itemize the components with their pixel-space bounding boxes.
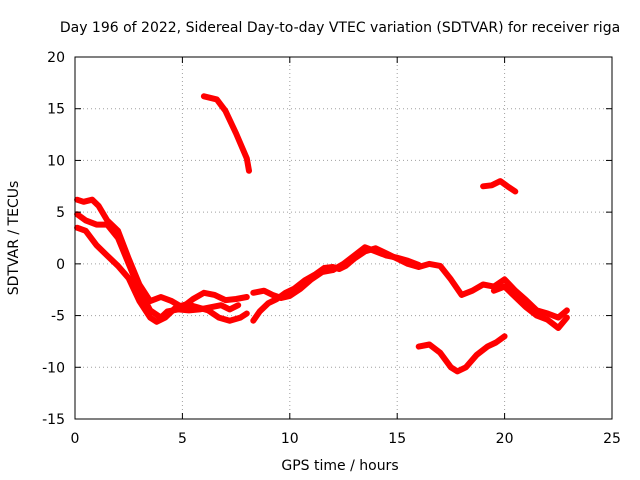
series-line-arc-2 [74, 196, 250, 311]
y-tick-label: 15 [47, 102, 65, 118]
y-tick-label: -5 [51, 309, 65, 325]
x-axis-label: GPS time / hours [281, 458, 398, 474]
y-tick-label: 10 [47, 153, 65, 169]
x-tick-label: 10 [281, 431, 299, 447]
series-line-arc-9 [415, 333, 508, 375]
x-tick-label: 20 [496, 431, 514, 447]
y-tick-label: 5 [56, 205, 65, 221]
x-tick-label: 25 [603, 431, 621, 447]
series-line-arc-8 [480, 178, 519, 195]
y-tick-label: 0 [56, 257, 65, 273]
chart-title: Day 196 of 2022, Sidereal Day-to-day VTE… [60, 20, 620, 36]
y-tick-label: -15 [42, 412, 65, 428]
series-layer [74, 93, 570, 375]
y-tick-label: -10 [42, 360, 65, 376]
x-tick-label: 15 [388, 431, 406, 447]
series-line-arc-7 [490, 283, 570, 331]
x-tick-label: 0 [71, 431, 80, 447]
series-line-arc-1 [200, 93, 252, 174]
axis-ticks: 0 5 10 15 20 25 -15 -10 -5 0 5 10 15 20 [42, 50, 621, 447]
y-tick-label: 20 [47, 50, 65, 66]
plot-frame [74, 56, 613, 420]
series-line-arc-6 [250, 244, 422, 301]
series-line-arc-4 [74, 224, 250, 325]
x-tick-label: 5 [178, 431, 187, 447]
y-axis-label: SDTVAR / TECUs [6, 181, 22, 296]
